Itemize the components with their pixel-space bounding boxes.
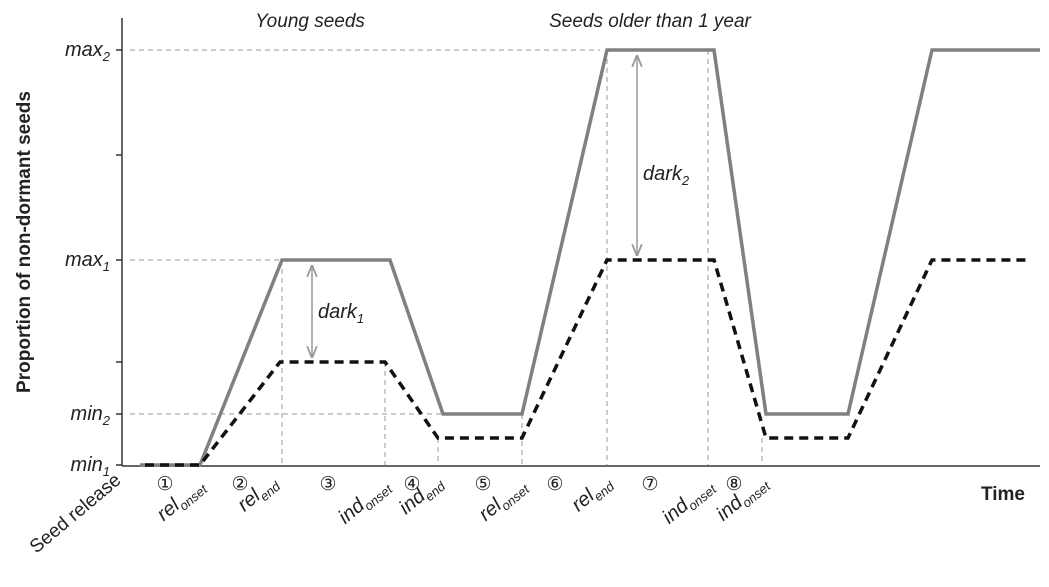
dark-label: dark1 [318,301,364,326]
y-level-label-base: max [65,39,104,61]
y-level-label-base: min [71,403,103,425]
dark-label-sub: 2 [681,173,690,188]
step-number: ⑤ [474,474,491,495]
y-level-label-sub: 2 [102,413,111,428]
y-level-label-base: max [65,249,104,271]
x-title: Time [981,484,1025,505]
step-number: ① [156,474,173,495]
step-number: ② [231,474,248,495]
phase-label: Young seeds [255,11,365,32]
y-level-label-sub: 2 [102,49,111,64]
x-label-sub: onset [739,478,774,511]
x-label-sub: onset [176,481,211,514]
dark-label: dark2 [643,163,690,188]
y-level-label-base: min [71,454,103,476]
x-label: relend [567,470,617,518]
dark-label-sub: 1 [357,311,364,326]
dark-label-base: dark [318,301,358,323]
y-level-label-sub: 1 [103,259,110,274]
y-title: Proportion of non-dormant seeds [14,91,35,393]
step-number: ⑥ [546,474,563,495]
y-level-label-sub: 1 [103,464,110,479]
step-number: ④ [403,474,420,495]
x-label: indonset [658,473,720,531]
dark-curve [145,258,1030,467]
y-level-label: max1 [65,249,110,274]
step-number: ③ [319,474,336,495]
x-label-sub: onset [361,481,396,514]
seed-release: Seed release [26,470,125,558]
step-number: ⑦ [641,474,658,495]
x-label: indonset [334,473,396,531]
step-number: ⑧ [725,474,742,495]
y-level-label: min1 [71,454,110,479]
y-level-label: max2 [65,39,111,64]
dark-label-base: dark [643,163,683,185]
x-label: indonset [712,470,774,528]
y-level-label: min2 [71,403,111,428]
x-label-sub: onset [498,481,533,514]
light-curve [140,48,1040,467]
axes [116,18,1040,467]
phase-label: Seeds older than 1 year [549,11,751,32]
